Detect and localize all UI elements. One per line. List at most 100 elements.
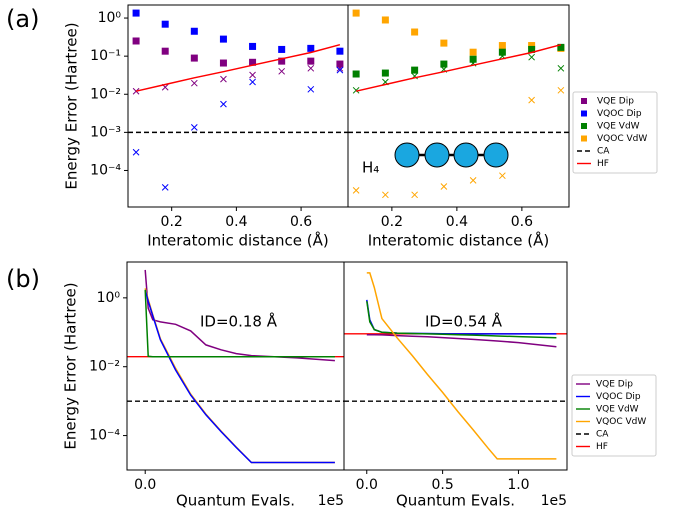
series-line: [355, 43, 562, 92]
legend-label: VQE VdW: [597, 122, 640, 132]
legend-marker: [581, 135, 587, 142]
legend-marker: [581, 98, 587, 104]
cross-marker: [469, 177, 477, 184]
y-tick-label: 10⁻⁴: [89, 428, 120, 444]
cross-marker: [336, 66, 344, 74]
x-tick-label: 0.0: [356, 477, 378, 493]
atom: [394, 142, 420, 168]
legend-marker: [581, 110, 587, 117]
square-marker: [528, 42, 536, 50]
annotation: ID=0.18 Å: [200, 312, 278, 331]
square-marker: [440, 60, 448, 68]
legend-label: VQE VdW: [596, 405, 639, 415]
molecule-h4: [394, 142, 509, 168]
square-marker: [249, 42, 257, 50]
panel-label: (a): [6, 5, 39, 33]
cross-marker: [336, 64, 344, 72]
y-tick-label: 10⁻²: [90, 86, 121, 102]
square-marker: [469, 55, 477, 63]
x-axis-label: Interatomic distance (Å): [368, 231, 550, 250]
square-marker: [307, 57, 315, 65]
subplot: 10⁰ 10⁻² 10⁻⁴ 0.0 Quantum Evals. 1e5 Energy Er…: [62, 261, 345, 510]
cross-marker: [132, 87, 140, 95]
legend-label: CA: [596, 430, 609, 440]
panel-label: (b): [6, 265, 40, 293]
square-marker: [132, 9, 140, 17]
cross-marker: [249, 71, 256, 79]
cross-marker: [557, 64, 565, 72]
annotation: H₄: [362, 159, 379, 177]
plot-frame: [347, 4, 570, 208]
square-marker: [190, 27, 198, 35]
square-marker: [190, 54, 198, 62]
cross-marker: [499, 172, 506, 180]
x-tick-label: 0.5: [431, 477, 453, 493]
square-marker: [381, 16, 389, 24]
square-marker: [411, 28, 419, 36]
square-marker: [352, 70, 360, 78]
plot-frame: [343, 261, 568, 471]
x-tick-label: 0.6: [511, 214, 533, 230]
x-tick-label: 0.0: [134, 477, 156, 493]
legend: VQE Dip VQOC Dip VQE VdW VQOC VdW CA HF: [571, 374, 657, 457]
x-axis-label: Interatomic distance (Å): [147, 231, 329, 250]
square-marker: [219, 59, 227, 67]
square-marker: [498, 42, 506, 50]
cross-marker: [307, 64, 315, 72]
x-axis-label: Quantum Evals.: [396, 492, 515, 510]
x-tick-label: 0.6: [290, 214, 312, 230]
cross-marker: [278, 67, 286, 75]
legend-label: VQE Dip: [597, 97, 634, 107]
square-marker: [278, 45, 286, 53]
cross-marker: [220, 100, 227, 108]
cross-marker: [528, 96, 535, 104]
square-marker: [498, 48, 506, 56]
x-tick-label: 0.2: [161, 214, 183, 230]
square-marker: [411, 66, 419, 74]
y-tick-label: 10⁻¹: [90, 48, 121, 64]
y-axis-label: Energy Error (Hartree): [62, 282, 80, 449]
legend-label: VQE Dip: [596, 380, 633, 390]
square-marker: [440, 39, 448, 47]
legend-label: VQOC VdW: [597, 134, 647, 144]
square-marker: [219, 35, 227, 43]
y-tick-label: 10⁰: [98, 10, 122, 26]
series-line: [135, 43, 341, 92]
cross-marker: [382, 191, 389, 199]
cross-marker: [307, 85, 315, 93]
cross-marker: [557, 86, 565, 94]
square-marker: [381, 69, 389, 77]
legend-label: VQOC Dip: [597, 109, 642, 119]
cross-marker: [190, 124, 198, 131]
square-marker: [132, 37, 140, 45]
square-marker: [336, 60, 344, 68]
legend: VQE Dip VQOC Dip VQE VdW VQOC VdW CA HF: [572, 91, 658, 174]
series-line: [366, 333, 557, 348]
series-line: [366, 301, 557, 339]
legend-marker: [581, 123, 587, 129]
square-marker: [528, 45, 536, 53]
square-marker: [161, 20, 169, 28]
square-marker: [307, 44, 315, 52]
legend-label: HF: [597, 159, 609, 169]
x-tick-label: 0.4: [225, 214, 247, 230]
square-marker: [352, 9, 360, 17]
legend-label: CA: [597, 147, 610, 157]
legend-box: [572, 91, 658, 174]
x-axis-label: Quantum Evals.: [176, 492, 295, 510]
cross-marker: [352, 86, 360, 94]
legend-label: HF: [596, 442, 608, 452]
atom: [483, 142, 509, 168]
y-tick-label: 10⁰: [97, 290, 121, 306]
square-marker: [469, 48, 477, 56]
x-tick-label: 0.2: [381, 214, 403, 230]
x-tick-label: 1.0: [507, 477, 529, 493]
cross-marker: [190, 79, 198, 87]
legend-label: VQOC VdW: [596, 417, 646, 427]
cross-marker: [440, 183, 448, 190]
atom: [453, 142, 479, 168]
x-offset-label: 1e5: [541, 493, 567, 509]
